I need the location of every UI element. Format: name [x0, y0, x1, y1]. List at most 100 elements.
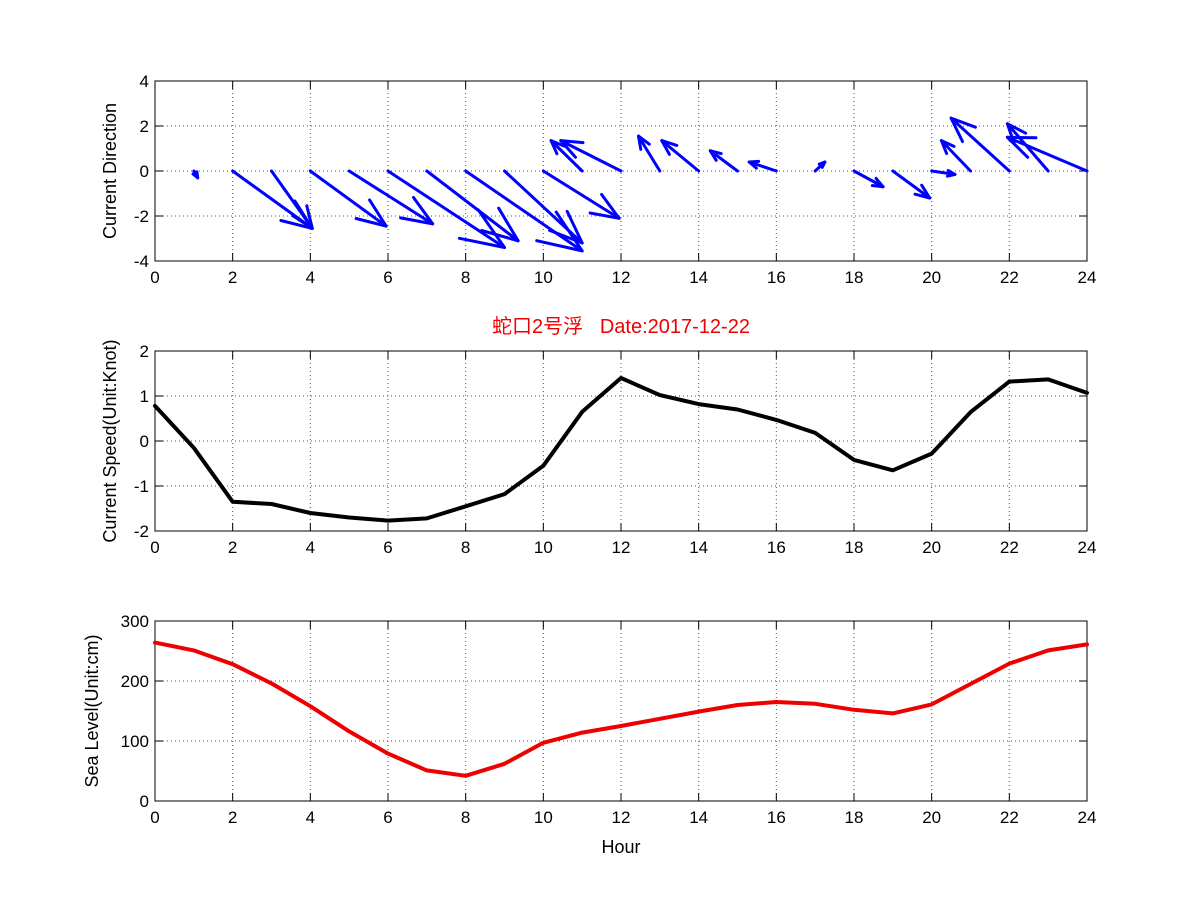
x-tick-label: 0 — [150, 808, 159, 827]
x-tick-label: 12 — [612, 808, 631, 827]
arrow-head — [870, 176, 885, 189]
quiver-arrow — [939, 139, 972, 173]
y-tick-label: 200 — [121, 672, 149, 691]
arrow-head — [588, 193, 621, 220]
y-tick-label: -1 — [134, 477, 149, 496]
x-tick-label: 22 — [1000, 808, 1019, 827]
quiver-arrow — [1005, 135, 1089, 173]
x-tick-label: 4 — [306, 268, 315, 287]
arrow-shaft — [503, 169, 584, 245]
x-axis-label: Hour — [601, 837, 640, 857]
y-tick-label: -4 — [134, 252, 149, 271]
x-tick-label: 18 — [845, 538, 864, 557]
arrow-shaft — [549, 139, 584, 173]
quiver-arrow — [386, 169, 506, 249]
x-tick-label: 12 — [612, 538, 631, 557]
arrow-head — [548, 209, 584, 245]
arrow-head — [291, 204, 314, 230]
arrow-head — [817, 160, 827, 169]
x-tick-label: 16 — [767, 268, 786, 287]
x-tick-label: 8 — [461, 808, 470, 827]
arrow-shaft — [425, 169, 520, 243]
arrow-head — [1005, 135, 1038, 159]
x-tick-label: 10 — [534, 268, 553, 287]
y-tick-label: 0 — [140, 432, 149, 451]
arrow-head — [945, 169, 957, 178]
x-tick-label: 10 — [534, 808, 553, 827]
arrow-head — [939, 139, 956, 155]
x-tick-label: 10 — [534, 538, 553, 557]
quiver-arrow — [549, 139, 584, 173]
arrow-shaft — [949, 116, 1011, 173]
y-tick-label: -2 — [134, 522, 149, 541]
arrow-shaft — [308, 169, 388, 228]
x-tick-label: 12 — [612, 268, 631, 287]
arrow-shaft — [386, 169, 506, 249]
x-tick-label: 20 — [922, 268, 941, 287]
quiver-arrow — [191, 169, 200, 180]
arrow-head — [559, 139, 585, 159]
y-tick-label: 100 — [121, 732, 149, 751]
quiver-arrow — [708, 149, 739, 173]
x-tick-label: 14 — [689, 268, 708, 287]
quiver-arrow — [503, 169, 584, 245]
x-tick-label: 16 — [767, 808, 786, 827]
x-tick-label: 14 — [689, 808, 708, 827]
series-line — [153, 376, 1089, 523]
x-tick-label: 6 — [383, 538, 392, 557]
quiver-arrow — [559, 139, 623, 173]
arrow-head — [399, 196, 435, 226]
arrow-shaft — [270, 169, 314, 230]
quiver-arrow — [636, 134, 662, 173]
series-line — [153, 640, 1089, 778]
x-tick-label: 20 — [922, 808, 941, 827]
quiver-arrow — [425, 169, 520, 243]
x-tick-label: 22 — [1000, 538, 1019, 557]
x-tick-label: 2 — [228, 808, 237, 827]
quiver-arrow — [270, 169, 314, 230]
y-tick-label: 2 — [140, 117, 149, 136]
quiver-arrow — [308, 169, 388, 228]
y-axis-label: Current Direction — [100, 103, 120, 239]
arrow-shaft — [347, 169, 435, 226]
arrow-head — [660, 139, 679, 156]
arrow-shaft — [559, 139, 623, 173]
arrow-shaft — [1005, 135, 1089, 173]
x-tick-label: 4 — [306, 808, 315, 827]
arrow-head — [354, 198, 388, 228]
arrow-shaft — [541, 169, 621, 220]
y-tick-label: 0 — [140, 162, 149, 181]
y-tick-label: 0 — [140, 792, 149, 811]
y-tick-label: 4 — [140, 72, 149, 91]
quiver-arrow — [747, 159, 778, 173]
y-tick-label: 2 — [140, 342, 149, 361]
x-tick-label: 0 — [150, 268, 159, 287]
x-tick-label: 6 — [383, 268, 392, 287]
x-tick-label: 18 — [845, 808, 864, 827]
x-tick-label: 18 — [845, 268, 864, 287]
arrow-head — [913, 183, 932, 200]
arrow-shaft — [939, 139, 972, 173]
y-axis-label: Current Speed(Unit:Knot) — [100, 339, 120, 542]
arrow-head — [637, 134, 651, 151]
x-tick-label: 8 — [461, 268, 470, 287]
arrow-head — [747, 159, 761, 170]
arrow-head — [457, 208, 506, 249]
x-tick-label: 2 — [228, 268, 237, 287]
y-axis-label: Sea Level(Unit:cm) — [82, 634, 102, 787]
quiver-arrow — [852, 169, 885, 189]
arrow-shaft — [660, 139, 701, 173]
arrow-shaft — [747, 160, 778, 173]
x-tick-label: 20 — [922, 538, 941, 557]
quiver-arrow — [949, 116, 1011, 173]
y-tick-label: -2 — [134, 207, 149, 226]
x-tick-label: 22 — [1000, 268, 1019, 287]
x-tick-label: 24 — [1078, 538, 1097, 557]
y-tick-label: 300 — [121, 612, 149, 631]
x-tick-label: 2 — [228, 538, 237, 557]
arrow-shaft — [852, 169, 885, 189]
